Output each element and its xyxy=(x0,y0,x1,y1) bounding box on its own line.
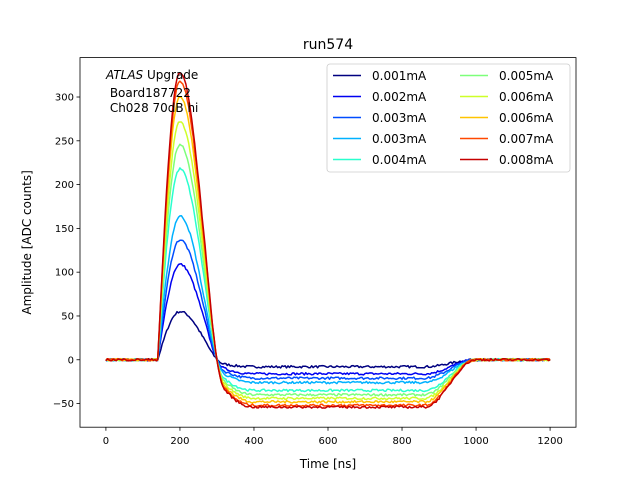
y-axis: −50 0 50 100 150 200 250 300 xyxy=(53,93,80,410)
y-tick-label: 0 xyxy=(68,355,74,366)
series-line-7 xyxy=(105,121,551,401)
x-tick-label: 400 xyxy=(244,436,263,447)
legend-label: 0.008mA xyxy=(499,153,554,167)
y-tick-label: 50 xyxy=(61,311,74,322)
x-tick-label: 1000 xyxy=(463,436,488,447)
annotation-line-1: ATLAS Upgrade xyxy=(105,68,198,82)
annotation-line-2: Board187722 xyxy=(106,86,191,100)
legend-label: 0.006mA xyxy=(499,111,554,125)
legend-label: 0.005mA xyxy=(499,69,554,83)
x-tick-label: 1200 xyxy=(537,436,562,447)
y-axis-label: Amplitude [ADC counts] xyxy=(20,170,34,314)
legend-label: 0.007mA xyxy=(499,132,554,146)
legend-label: 0.002mA xyxy=(372,90,427,104)
series-layer xyxy=(105,71,551,409)
upgrade-label: Upgrade xyxy=(143,68,198,82)
legend-label: 0.001mA xyxy=(372,69,427,83)
y-tick-label: 150 xyxy=(55,224,74,235)
atlas-label: ATLAS xyxy=(105,68,144,82)
x-tick-label: 200 xyxy=(170,436,189,447)
legend-box xyxy=(326,63,571,173)
x-tick-label: 0 xyxy=(103,436,109,447)
legend: 0.001mA 0.002mA 0.003mA 0.003mA 0.004mA 0.005… xyxy=(326,63,571,173)
x-tick-label: 600 xyxy=(318,436,337,447)
y-tick-label: 300 xyxy=(55,93,74,104)
y-tick-label: −50 xyxy=(53,399,74,410)
legend-label: 0.003mA xyxy=(372,111,427,125)
annotation-text: ATLAS Upgrade Board187722 Ch028 70dB hi xyxy=(105,68,198,115)
legend-label: 0.004mA xyxy=(372,153,427,167)
legend-entries: 0.001mA 0.002mA 0.003mA 0.003mA 0.004mA 0.005… xyxy=(333,69,554,167)
series-line-10 xyxy=(105,71,551,409)
legend-label: 0.006mA xyxy=(499,90,554,104)
y-tick-label: 200 xyxy=(55,180,74,191)
chart-title: run574 xyxy=(303,37,353,53)
y-tick-label: 250 xyxy=(55,136,74,147)
x-axis: 0 200 400 600 800 1000 1200 xyxy=(103,427,563,447)
annotation-line-3: Ch028 70dB hi xyxy=(106,101,198,115)
legend-label: 0.003mA xyxy=(372,132,427,146)
x-axis-label: Time [ns] xyxy=(299,457,356,471)
y-tick-label: 100 xyxy=(55,268,74,279)
x-tick-label: 800 xyxy=(392,436,411,447)
